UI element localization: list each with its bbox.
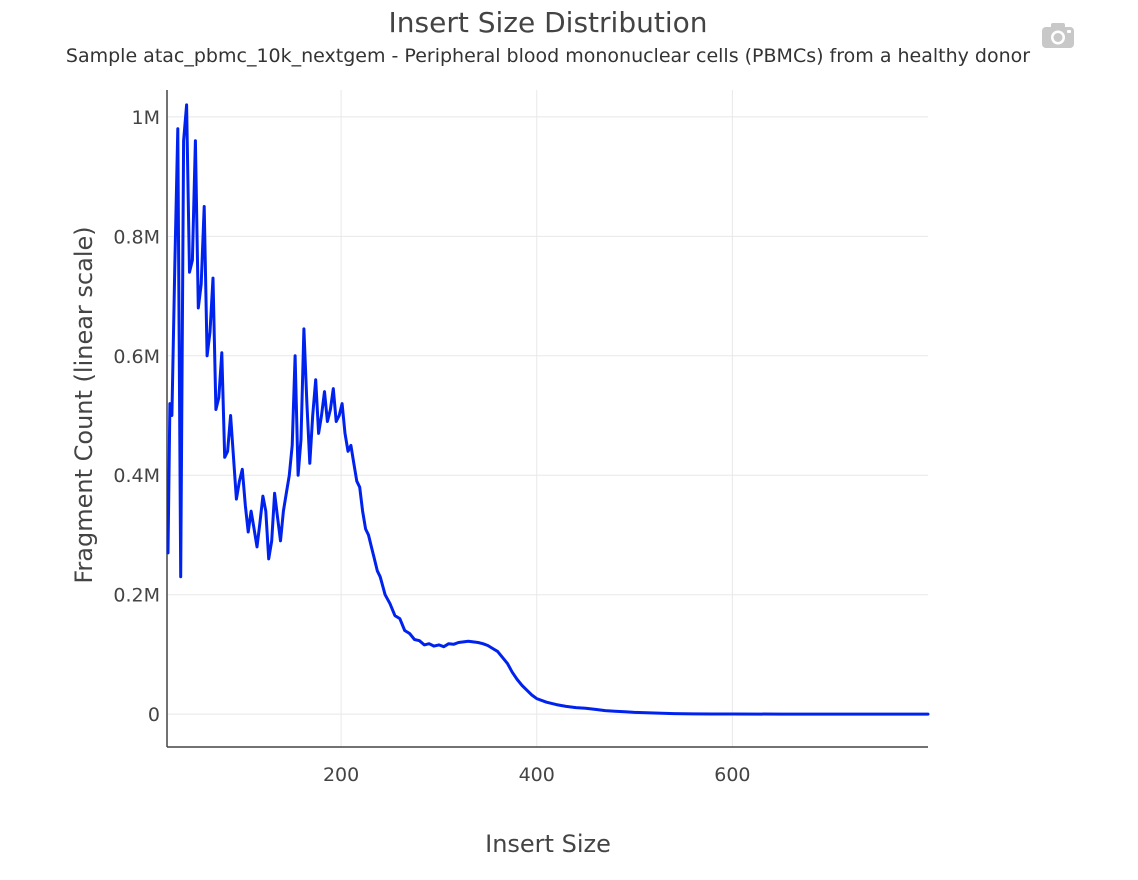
y-tick-label-0: 0 [148, 704, 160, 726]
camera-icon[interactable] [1040, 20, 1076, 50]
x-tick-label-1: 400 [519, 764, 555, 786]
y-axis-ticks: 0 0.2M 0.4M 0.6M 0.8M 1M [113, 107, 160, 726]
y-tick-label-5: 1M [132, 107, 160, 129]
axes [166, 90, 928, 748]
x-axis-ticks: 200 400 600 [323, 764, 751, 786]
chart-title: Insert Size Distribution [389, 6, 708, 39]
series-line-0[interactable] [166, 103, 930, 716]
y-tick-label-1: 0.2M [113, 585, 160, 607]
chart-subtitle: Sample atac_pbmc_10k_nextgem - Periphera… [66, 45, 1030, 67]
x-axis-label: Insert Size [485, 830, 611, 858]
x-tick-label-0: 200 [323, 764, 359, 786]
grid-lines [167, 90, 928, 747]
y-tick-label-3: 0.6M [113, 346, 160, 368]
plot-area[interactable] [166, 103, 930, 716]
y-tick-label-4: 0.8M [113, 226, 160, 248]
x-tick-label-2: 600 [714, 764, 750, 786]
y-tick-label-2: 0.4M [113, 465, 160, 487]
y-axis-label: Fragment Count (linear scale) [70, 226, 98, 583]
